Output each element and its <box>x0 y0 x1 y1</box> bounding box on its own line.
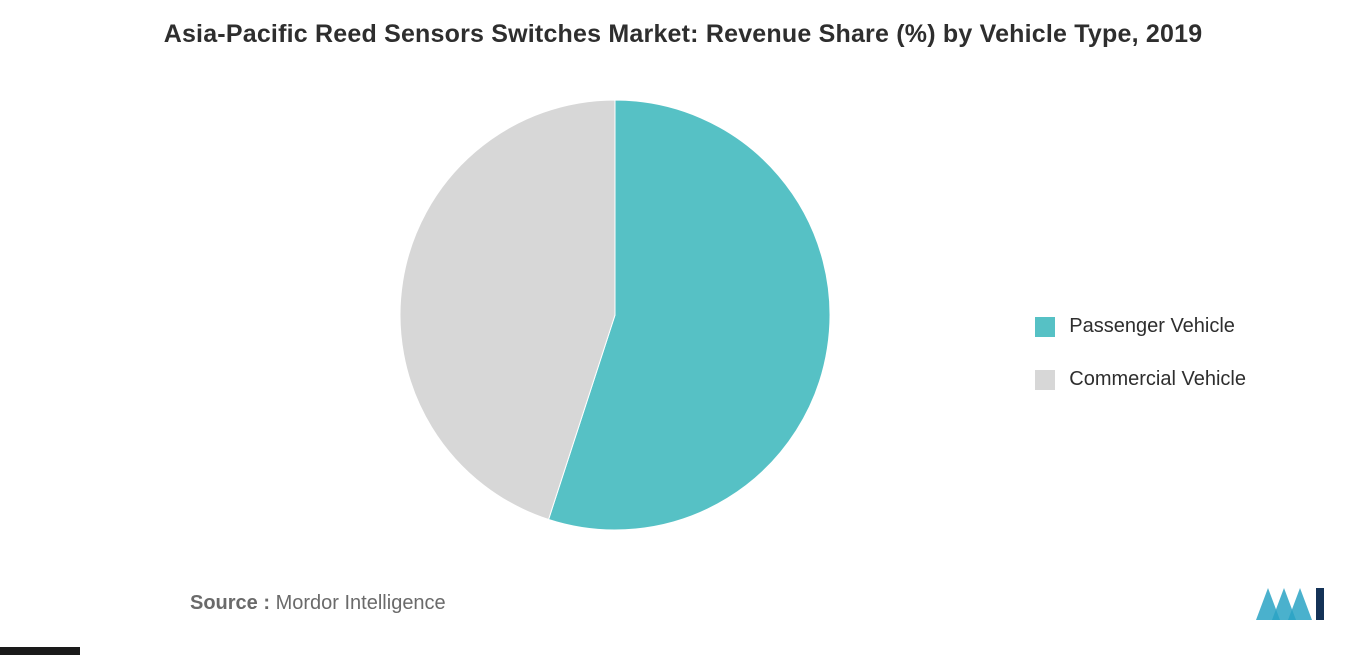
chart-area: Passenger Vehicle Commercial Vehicle <box>0 80 1366 555</box>
chart-title: Asia-Pacific Reed Sensors Switches Marke… <box>0 20 1366 49</box>
pie-chart <box>400 100 830 530</box>
accent-bar <box>0 647 80 655</box>
legend-swatch-passenger <box>1035 317 1055 337</box>
source-label: Source : <box>190 592 270 614</box>
source-text: Mordor Intelligence <box>276 592 446 614</box>
legend-item-commercial: Commercial Vehicle <box>1035 368 1246 391</box>
source-attribution: Source : Mordor Intelligence <box>190 592 446 615</box>
legend-item-passenger: Passenger Vehicle <box>1035 315 1246 338</box>
legend: Passenger Vehicle Commercial Vehicle <box>1035 285 1246 421</box>
brand-logo <box>1254 582 1326 627</box>
legend-swatch-commercial <box>1035 370 1055 390</box>
legend-label-passenger: Passenger Vehicle <box>1069 315 1235 338</box>
legend-label-commercial: Commercial Vehicle <box>1069 368 1246 391</box>
chart-container: Asia-Pacific Reed Sensors Switches Marke… <box>0 0 1366 655</box>
